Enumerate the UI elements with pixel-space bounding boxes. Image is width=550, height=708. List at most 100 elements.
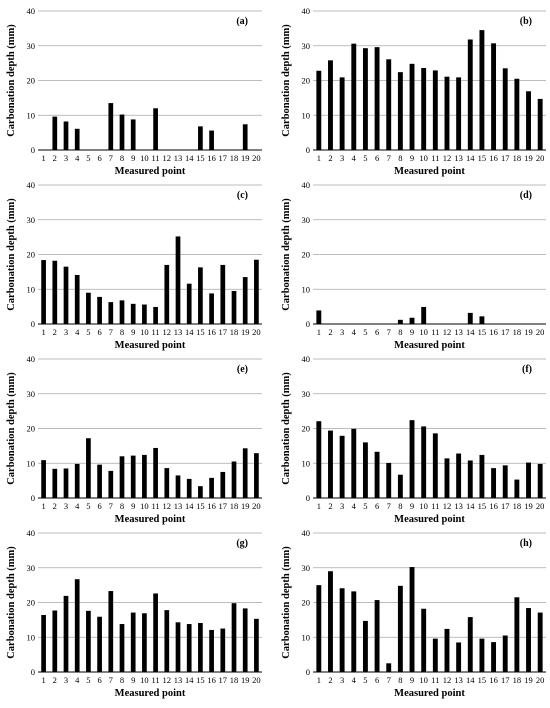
- bar: [397, 585, 403, 672]
- x-tick-label: 12: [163, 501, 172, 511]
- x-tick-label: 7: [387, 327, 391, 337]
- y-tick-label: 30: [302, 563, 311, 573]
- x-tick-label: 3: [64, 153, 68, 163]
- y-tick-label: 30: [27, 41, 36, 51]
- x-tick-label: 17: [501, 153, 510, 163]
- x-tick-label: 17: [219, 153, 228, 163]
- bar: [186, 624, 192, 672]
- x-tick-label: 2: [53, 153, 57, 163]
- bar: [63, 595, 69, 672]
- x-axis-title: Measured point: [115, 514, 186, 525]
- bar: [108, 591, 114, 672]
- bar: [316, 421, 322, 498]
- bar: [479, 30, 485, 150]
- x-tick-label: 9: [131, 501, 135, 511]
- bar: [63, 266, 69, 324]
- bar: [164, 610, 170, 672]
- x-tick-label: 17: [501, 501, 510, 511]
- bar: [374, 47, 380, 150]
- x-tick-label: 14: [185, 327, 194, 337]
- bar: [362, 620, 368, 672]
- x-tick-label: 1: [317, 153, 321, 163]
- x-tick-label: 18: [230, 675, 239, 685]
- x-tick-label: 1: [317, 327, 321, 337]
- bar: [254, 453, 259, 498]
- bar: [220, 471, 226, 498]
- y-axis-title: Carbonation depth (mm): [281, 372, 292, 485]
- x-tick-label: 5: [86, 153, 90, 163]
- y-tick-label: 30: [27, 215, 36, 225]
- x-tick-label: 2: [53, 327, 57, 337]
- y-tick-label: 20: [27, 598, 36, 608]
- y-tick-label: 40: [302, 180, 311, 190]
- x-axis-title: Measured point: [394, 166, 465, 177]
- bar: [409, 420, 415, 498]
- x-tick-label: 14: [466, 675, 475, 685]
- x-tick-label: 3: [340, 153, 344, 163]
- y-axis-title: Carbonation depth (mm): [281, 546, 292, 659]
- bar: [74, 275, 80, 324]
- x-tick-label: 20: [536, 675, 545, 685]
- bar: [52, 610, 58, 672]
- x-tick-label: 14: [466, 501, 475, 511]
- bar: [526, 91, 531, 150]
- x-tick-label: 12: [163, 327, 172, 337]
- bar: [209, 477, 214, 498]
- x-tick-label: 2: [328, 327, 332, 337]
- bar: [421, 608, 427, 672]
- x-axis-title: Measured point: [115, 166, 186, 177]
- x-tick-label: 18: [230, 327, 239, 337]
- x-tick-label: 15: [196, 327, 205, 337]
- bar: [198, 486, 203, 498]
- bar: [108, 302, 114, 324]
- bar: [186, 478, 192, 498]
- x-tick-label: 16: [489, 501, 498, 511]
- y-tick-label: 30: [27, 389, 36, 399]
- bar: [41, 260, 46, 324]
- x-tick-label: 19: [524, 153, 533, 163]
- bar: [119, 456, 125, 498]
- y-axis-title: Carbonation depth (mm): [281, 198, 292, 311]
- y-tick-label: 40: [27, 354, 36, 364]
- y-axis-title: Carbonation depth (mm): [281, 24, 292, 137]
- bar: [164, 468, 170, 498]
- x-tick-label: 15: [196, 153, 205, 163]
- x-tick-label: 5: [86, 327, 90, 337]
- y-tick-label: 20: [302, 598, 311, 608]
- bar: [63, 121, 69, 150]
- y-axis-title: Carbonation depth (mm): [6, 24, 17, 137]
- x-tick-label: 3: [340, 675, 344, 685]
- y-tick-label: 30: [302, 215, 311, 225]
- x-tick-label: 1: [41, 501, 45, 511]
- x-tick-label: 7: [387, 153, 391, 163]
- bar: [328, 60, 333, 150]
- y-tick-label: 20: [302, 250, 311, 260]
- x-tick-label: 11: [152, 327, 160, 337]
- x-tick-label: 5: [363, 327, 367, 337]
- x-tick-label: 9: [410, 327, 414, 337]
- bar: [421, 67, 427, 150]
- x-tick-label: 13: [454, 153, 463, 163]
- x-tick-label: 18: [513, 327, 522, 337]
- bar: [479, 454, 485, 498]
- x-tick-label: 8: [120, 675, 124, 685]
- x-tick-label: 5: [86, 675, 90, 685]
- bar: [186, 283, 192, 324]
- x-tick-label: 19: [524, 675, 533, 685]
- bar: [514, 479, 520, 498]
- bar: [339, 77, 345, 150]
- bar: [374, 451, 380, 498]
- x-tick-label: 6: [97, 675, 101, 685]
- y-tick-label: 10: [27, 110, 36, 120]
- bar: [467, 460, 473, 498]
- panel-label: (h): [520, 538, 532, 549]
- bar: [52, 116, 58, 150]
- bar: [432, 433, 438, 498]
- bar: [316, 585, 322, 672]
- bar: [242, 608, 248, 672]
- bar: [164, 264, 170, 324]
